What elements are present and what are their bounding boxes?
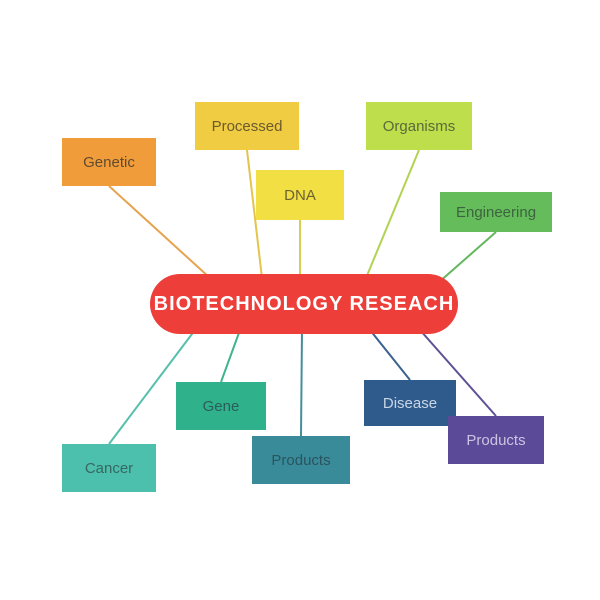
node-label: Engineering [456,204,536,221]
node-disease: Disease [364,380,456,426]
node-label: Gene [203,398,240,415]
node-processed: Processed [195,102,299,150]
node-products_b: Products [252,436,350,484]
node-label: Cancer [85,460,133,477]
node-label: DNA [284,187,316,204]
node-products_r: Products [448,416,544,464]
node-label: Organisms [383,118,456,135]
central-node: BIOTECHNOLOGY RESEACH [150,274,458,334]
node-cancer: Cancer [62,444,156,492]
node-engineering: Engineering [440,192,552,232]
node-label: Disease [383,395,437,412]
mindmap-canvas: BIOTECHNOLOGY RESEACH Genetic Processed DN… [0,0,600,600]
node-gene: Gene [176,382,266,430]
node-label: Genetic [83,154,135,171]
node-label: Products [271,452,330,469]
central-node-label: BIOTECHNOLOGY RESEACH [154,293,455,316]
node-organisms: Organisms [366,102,472,150]
node-label: Products [466,432,525,449]
node-dna: DNA [256,170,344,220]
node-label: Processed [212,118,283,135]
node-genetic: Genetic [62,138,156,186]
